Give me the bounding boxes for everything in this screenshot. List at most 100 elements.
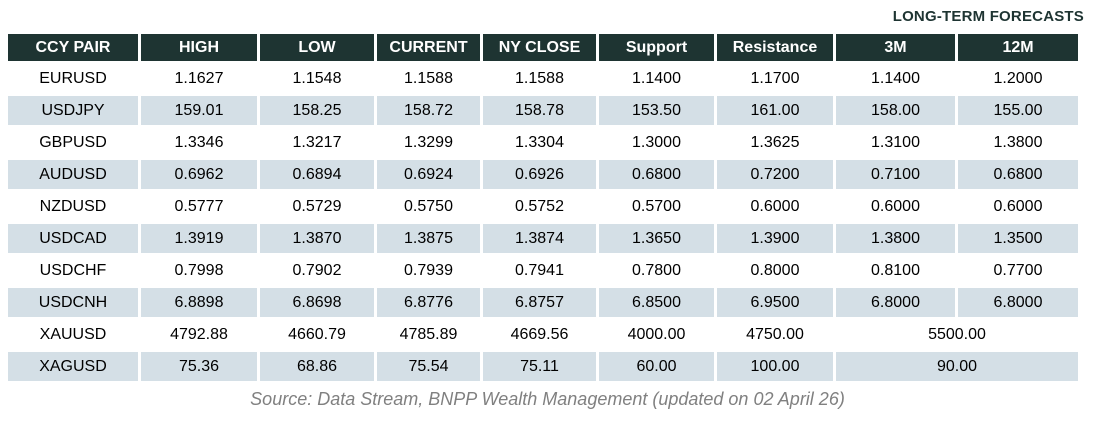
value-cell: 6.8500 — [599, 288, 714, 317]
value-cell: 4669.56 — [483, 320, 596, 349]
forecast-label-row: LONG-TERM FORECASTS — [5, 4, 1090, 31]
value-cell: 159.01 — [141, 96, 257, 125]
column-header-ccy-pair: CCY PAIR — [8, 34, 138, 61]
value-cell: 0.7998 — [141, 256, 257, 285]
value-cell: 6.8776 — [377, 288, 480, 317]
value-cell: 1.1627 — [141, 64, 257, 93]
value-cell: 60.00 — [599, 352, 714, 381]
ccy-pair-cell: USDJPY — [8, 96, 138, 125]
table-body: EURUSD 1.1627 1.1548 1.1588 1.1588 1.1400 1.17… — [8, 64, 1078, 381]
ccy-pair-cell: GBPUSD — [8, 128, 138, 157]
table-row-usdjpy: USDJPY 159.01 158.25 158.72 158.78 153.50 161.… — [8, 96, 1078, 125]
value-cell: 1.3919 — [141, 224, 257, 253]
value-cell: 1.3875 — [377, 224, 480, 253]
value-cell: 0.8100 — [836, 256, 955, 285]
value-cell: 161.00 — [717, 96, 833, 125]
ccy-pair-cell: USDCNH — [8, 288, 138, 317]
ccy-pair-cell: AUDUSD — [8, 160, 138, 189]
value-cell: 158.25 — [260, 96, 374, 125]
value-cell: 1.2000 — [958, 64, 1078, 93]
value-cell: 1.1400 — [599, 64, 714, 93]
value-cell: 0.7939 — [377, 256, 480, 285]
value-cell: 6.8757 — [483, 288, 596, 317]
long-term-forecasts-label: LONG-TERM FORECASTS — [892, 8, 1084, 25]
value-cell: 155.00 — [958, 96, 1078, 125]
table-row-xagusd: XAGUSD 75.36 68.86 75.54 75.11 60.00 100.00 90.… — [8, 352, 1078, 381]
value-cell: 0.6924 — [377, 160, 480, 189]
value-cell: 1.3800 — [836, 224, 955, 253]
source-row: Source: Data Stream, BNPP Wealth Managem… — [5, 384, 1090, 410]
value-cell: 0.6000 — [958, 192, 1078, 221]
value-cell: 1.1548 — [260, 64, 374, 93]
fx-forecast-table: CCY PAIR HIGH LOW CURRENT NY CLOSE Support Res… — [5, 31, 1081, 384]
ccy-pair-cell: NZDUSD — [8, 192, 138, 221]
table-row-nzdusd: NZDUSD 0.5777 0.5729 0.5750 0.5752 0.5700 0.60… — [8, 192, 1078, 221]
table-header-row: CCY PAIR HIGH LOW CURRENT NY CLOSE Support Res… — [8, 34, 1078, 61]
table-row-usdcnh: USDCNH 6.8898 6.8698 6.8776 6.8757 6.8500 6.95… — [8, 288, 1078, 317]
value-cell: 153.50 — [599, 96, 714, 125]
value-cell: 1.3874 — [483, 224, 596, 253]
table-row-audusd: AUDUSD 0.6962 0.6894 0.6924 0.6926 0.6800 0.72… — [8, 160, 1078, 189]
value-cell: 0.5752 — [483, 192, 596, 221]
column-header-support: Support — [599, 34, 714, 61]
ccy-pair-cell: XAUUSD — [8, 320, 138, 349]
value-cell: 6.8898 — [141, 288, 257, 317]
source-note: Source: Data Stream, BNPP Wealth Managem… — [250, 389, 845, 409]
value-cell: 4750.00 — [717, 320, 833, 349]
column-header-12m: 12M — [958, 34, 1078, 61]
column-header-current: CURRENT — [377, 34, 480, 61]
value-cell: 1.3100 — [836, 128, 955, 157]
table-row-usdchf: USDCHF 0.7998 0.7902 0.7939 0.7941 0.7800 0.80… — [8, 256, 1078, 285]
column-header-low: LOW — [260, 34, 374, 61]
value-cell: 0.6800 — [958, 160, 1078, 189]
column-header-high: HIGH — [141, 34, 257, 61]
value-cell: 0.8000 — [717, 256, 833, 285]
value-cell: 68.86 — [260, 352, 374, 381]
value-cell: 158.78 — [483, 96, 596, 125]
value-cell: 0.7800 — [599, 256, 714, 285]
value-cell: 1.1700 — [717, 64, 833, 93]
value-cell: 75.11 — [483, 352, 596, 381]
value-cell: 0.6000 — [717, 192, 833, 221]
value-cell: 1.3500 — [958, 224, 1078, 253]
table-row-xauusd: XAUUSD 4792.88 4660.79 4785.89 4669.56 4000.0… — [8, 320, 1078, 349]
value-cell: 6.8698 — [260, 288, 374, 317]
value-cell: 0.6962 — [141, 160, 257, 189]
value-cell: 1.3346 — [141, 128, 257, 157]
value-cell: 158.72 — [377, 96, 480, 125]
value-cell: 100.00 — [717, 352, 833, 381]
value-cell: 6.8000 — [958, 288, 1078, 317]
column-header-resistance: Resistance — [717, 34, 833, 61]
value-cell: 1.3000 — [599, 128, 714, 157]
value-cell: 4660.79 — [260, 320, 374, 349]
value-cell: 6.9500 — [717, 288, 833, 317]
value-cell: 1.3299 — [377, 128, 480, 157]
value-cell: 4000.00 — [599, 320, 714, 349]
value-cell: 0.5777 — [141, 192, 257, 221]
value-cell: 0.6894 — [260, 160, 374, 189]
table-row-eurusd: EURUSD 1.1627 1.1548 1.1588 1.1588 1.1400 1.17… — [8, 64, 1078, 93]
column-header-ny-close: NY CLOSE — [483, 34, 596, 61]
value-cell: 0.5700 — [599, 192, 714, 221]
table-row-usdcad: USDCAD 1.3919 1.3870 1.3875 1.3874 1.3650 1.39… — [8, 224, 1078, 253]
value-cell: 1.1588 — [483, 64, 596, 93]
value-cell: 0.7700 — [958, 256, 1078, 285]
long-term-merged-cell: 5500.00 — [836, 320, 1078, 349]
value-cell: 6.8000 — [836, 288, 955, 317]
ccy-pair-cell: USDCHF — [8, 256, 138, 285]
value-cell: 0.5729 — [260, 192, 374, 221]
table-row-gbpusd: GBPUSD 1.3346 1.3217 1.3299 1.3304 1.3000 1.36… — [8, 128, 1078, 157]
value-cell: 1.1588 — [377, 64, 480, 93]
value-cell: 0.7100 — [836, 160, 955, 189]
value-cell: 0.7902 — [260, 256, 374, 285]
value-cell: 0.6000 — [836, 192, 955, 221]
ccy-pair-cell: XAGUSD — [8, 352, 138, 381]
value-cell: 1.3304 — [483, 128, 596, 157]
value-cell: 0.6926 — [483, 160, 596, 189]
value-cell: 4785.89 — [377, 320, 480, 349]
value-cell: 1.1400 — [836, 64, 955, 93]
long-term-merged-cell: 90.00 — [836, 352, 1078, 381]
value-cell: 0.7200 — [717, 160, 833, 189]
value-cell: 0.5750 — [377, 192, 480, 221]
